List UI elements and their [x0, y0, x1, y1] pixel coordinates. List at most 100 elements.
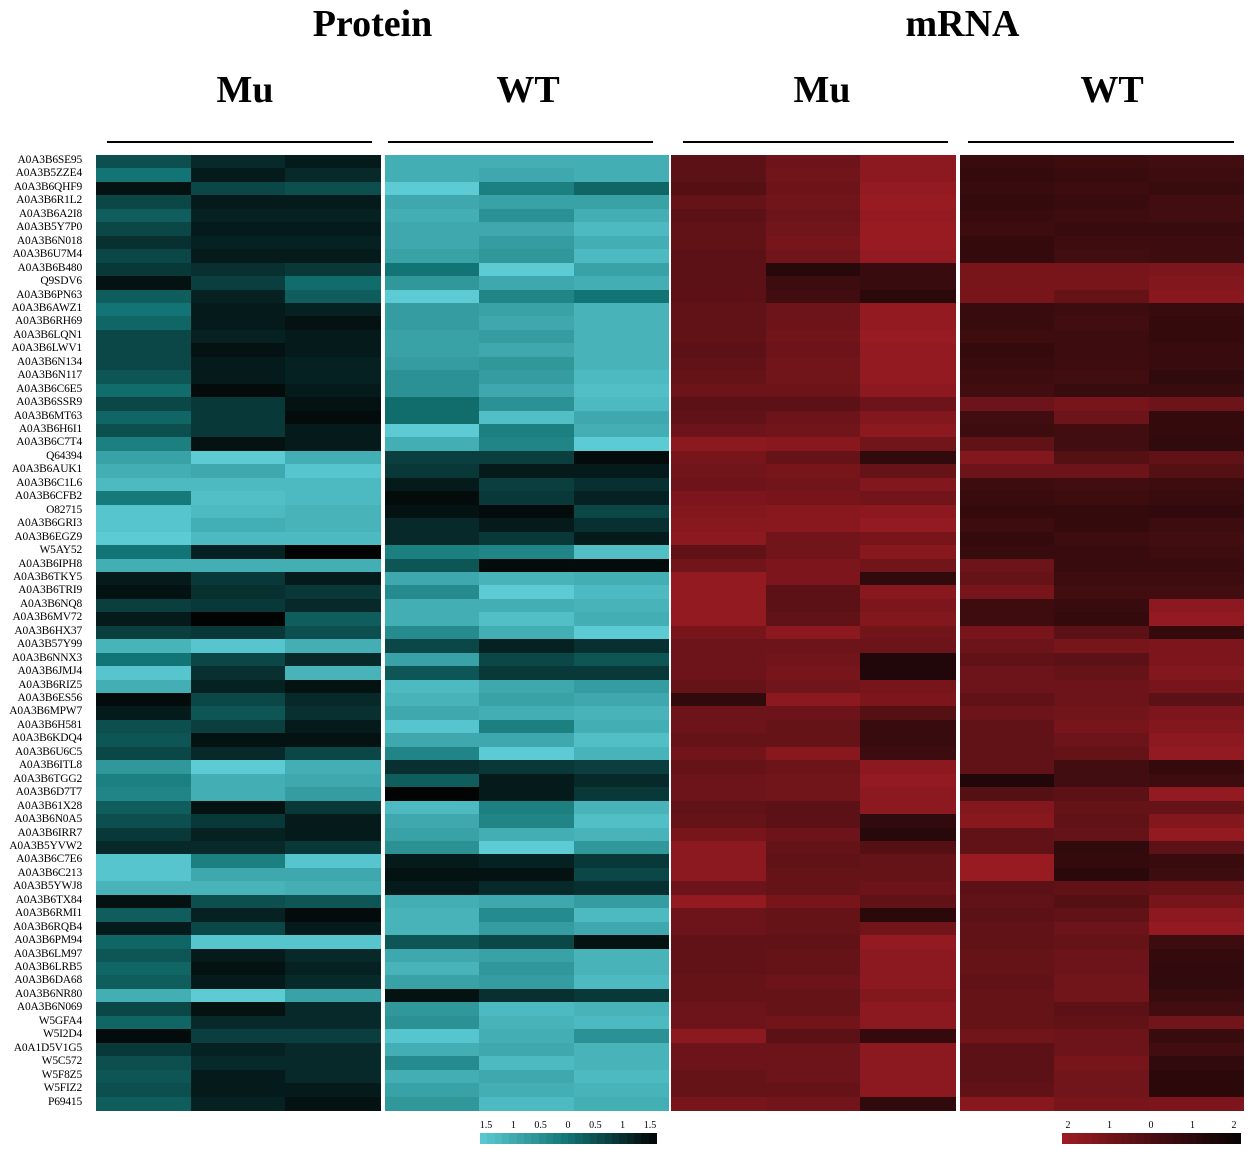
mrna-cell: [1149, 1029, 1245, 1044]
protein-cell: [574, 881, 670, 896]
mrna-cell: [860, 746, 956, 761]
mrna-cell: [765, 208, 861, 223]
colorbar-tick-label: 0: [1148, 1120, 1154, 1131]
mrna-cell: [959, 491, 1055, 506]
protein-cell: [384, 666, 480, 681]
mrna-cell: [1149, 814, 1245, 829]
row-label: Q9SDV6: [40, 275, 82, 288]
mrna-cell: [1054, 625, 1150, 640]
protein-cell: [479, 531, 575, 546]
colorbar-segment: [531, 1133, 540, 1144]
protein-cell: [574, 666, 670, 681]
protein-cell: [574, 518, 670, 533]
mrna-cell: [765, 1029, 861, 1044]
protein-cell: [190, 1083, 286, 1098]
mrna-cell: [671, 491, 767, 506]
protein-cell: [285, 1056, 381, 1071]
protein-cell: [384, 733, 480, 748]
protein-cell: [285, 477, 381, 492]
protein-cell: [190, 935, 286, 950]
mrna-cell: [959, 773, 1055, 788]
protein-cell: [285, 545, 381, 560]
protein-cell: [384, 343, 480, 358]
protein-cell: [384, 1069, 480, 1084]
mrna-cell: [671, 504, 767, 519]
colorbar-segment: [634, 1133, 642, 1144]
row-label: A0A3B6U7M4: [12, 248, 82, 261]
protein-cell: [190, 437, 286, 452]
protein-cell: [285, 840, 381, 855]
protein-cell: [190, 881, 286, 896]
protein-cell: [190, 948, 286, 963]
mrna-cell: [1149, 222, 1245, 237]
protein-cell: [384, 558, 480, 573]
protein-cell: [190, 773, 286, 788]
mrna-wt-bracket: [968, 141, 1234, 143]
mrna-cell: [765, 881, 861, 896]
row-label: W5AY52: [39, 544, 83, 557]
mrna-cell: [1054, 827, 1150, 842]
mrna-cell: [671, 719, 767, 734]
protein-cell: [285, 827, 381, 842]
row-label: A0A3B6LRB5: [14, 961, 82, 973]
mrna-cell: [671, 195, 767, 210]
protein-cell: [479, 195, 575, 210]
mrna-cell: [671, 639, 767, 654]
mrna-cell: [1054, 962, 1150, 977]
protein-cell: [285, 962, 381, 977]
colorbar-segment: [626, 1133, 635, 1144]
mrna-cell: [1149, 760, 1245, 775]
protein-cell: [96, 827, 192, 842]
mrna-cell: [1054, 1083, 1150, 1098]
protein-cell: [574, 787, 670, 802]
protein-cell: [96, 195, 192, 210]
mrna-cell: [765, 343, 861, 358]
mrna-cell: [671, 276, 767, 291]
mrna-cell: [671, 679, 767, 694]
mrna-cell: [1054, 1096, 1150, 1111]
protein-cell: [479, 693, 575, 708]
protein-cell: [190, 733, 286, 748]
mrna-cell: [765, 437, 861, 452]
protein-cell: [384, 746, 480, 761]
mrna-cell: [1149, 706, 1245, 721]
mrna-cell: [860, 343, 956, 358]
colorbar-segment: [546, 1133, 554, 1144]
mrna-cell: [1149, 854, 1245, 869]
protein-cell: [190, 356, 286, 371]
mrna-cell: [860, 733, 956, 748]
protein-cell: [384, 531, 480, 546]
protein-cell: [574, 504, 670, 519]
protein-cell: [479, 491, 575, 506]
protein-cell: [190, 679, 286, 694]
protein-cell: [574, 867, 670, 882]
protein-cell: [285, 652, 381, 667]
row-label: A0A3B6LM97: [13, 947, 82, 960]
mrna-cell: [860, 1002, 956, 1017]
mrna-cell: [671, 1015, 767, 1030]
protein-cell: [285, 585, 381, 600]
protein-cell: [96, 1069, 192, 1084]
protein-cell: [96, 437, 192, 452]
mrna-cell: [765, 652, 861, 667]
protein-cell: [574, 988, 670, 1003]
mrna-cell: [1054, 1056, 1150, 1071]
protein-cell: [190, 168, 286, 183]
mrna-cell: [671, 289, 767, 304]
mrna-cell: [959, 693, 1055, 708]
row-label: A0A3B6RMI1: [14, 907, 82, 920]
protein-cell: [384, 719, 480, 734]
protein-cell: [96, 450, 192, 465]
protein-cell: [574, 571, 670, 586]
mrna-cell: [1149, 545, 1245, 560]
protein-cell: [190, 1015, 286, 1030]
mrna-cell: [1149, 666, 1245, 681]
mrna-cell: [1149, 1056, 1245, 1071]
protein-cell: [285, 262, 381, 277]
mrna-cell: [959, 1042, 1055, 1057]
mrna-cell: [1149, 289, 1245, 304]
protein-cell: [384, 598, 480, 613]
mrna-cell: [671, 962, 767, 977]
protein-cell: [190, 1056, 286, 1071]
protein-cell: [96, 1056, 192, 1071]
